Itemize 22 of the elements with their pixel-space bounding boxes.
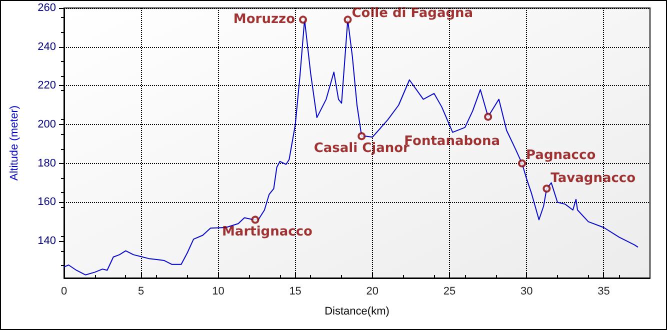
y-tick-label: 200 — [38, 118, 56, 131]
x-tick-label: 30 — [520, 286, 533, 298]
y-tick-label: 240 — [38, 40, 56, 53]
annotation: Moruzzo — [233, 12, 296, 28]
y-tick-label: 260 — [38, 2, 56, 14]
x-axis-title: Distance(km) — [324, 306, 390, 318]
y-tick-label: 220 — [38, 80, 56, 92]
annotation: Colle di Fagagna — [352, 6, 474, 22]
annotation: Martignacco — [222, 224, 313, 240]
y-tick-label: 180 — [38, 157, 56, 170]
x-tick-label: 20 — [366, 286, 379, 298]
x-tick-label: 15 — [289, 286, 302, 298]
x-tick-label: 35 — [598, 286, 610, 298]
y-tick-label: 160 — [38, 196, 56, 208]
y-axis-title: Altitude (meter) — [8, 105, 20, 181]
annotation: Tavagnacco — [550, 171, 636, 186]
x-tick-label: 25 — [443, 286, 456, 298]
x-tick-label: 0 — [60, 286, 68, 298]
y-tick-label: 140 — [38, 235, 56, 248]
x-tick-label: 10 — [212, 286, 224, 298]
annotation: Pagnacco — [526, 148, 596, 163]
x-tick-label: 5 — [138, 286, 144, 298]
